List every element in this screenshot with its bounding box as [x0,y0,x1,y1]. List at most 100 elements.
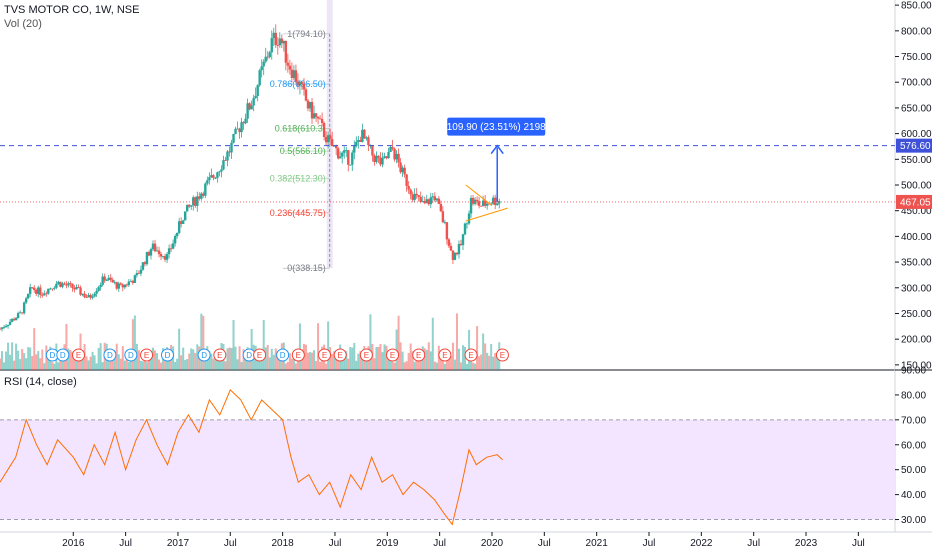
candle-body [188,204,191,207]
volume-bar [403,362,406,370]
candle-body [216,172,219,178]
volume-bar [415,353,418,370]
candle-body [33,287,36,290]
volume-bar [276,355,279,370]
candle-body [79,287,82,295]
candle-body [151,243,155,250]
price-tick-label: 250.00 [901,309,932,320]
event-marker[interactable]: E [438,348,452,362]
triangle-lower [465,207,508,222]
event-marker[interactable]: E [359,348,373,362]
event-marker[interactable]: D [124,348,138,362]
drawing-lines[interactable]: 109.90 (23.51%) 2198 [0,117,895,222]
candle-body [302,83,306,90]
candle-body [487,203,491,205]
candle-body [447,239,451,246]
volume-bar [355,360,358,370]
candle-body [12,318,16,321]
volume-bar [234,346,237,370]
volume-bar [349,347,352,370]
volume-bar [445,352,448,370]
event-marker[interactable]: D [160,348,174,362]
candle-body [77,286,80,288]
measure-label-box [447,117,546,136]
volume-bar [188,353,191,370]
candle-body [4,325,8,328]
event-marker[interactable]: E [213,348,227,362]
candle-body [220,169,223,172]
volume-bar [431,317,434,370]
event-marker[interactable]: E [495,348,509,362]
event-circle [333,348,347,362]
volume-bar [147,356,150,370]
event-marker[interactable]: D [103,348,117,362]
event-label: D [128,351,134,360]
candle-body [26,293,30,299]
volume-bar [137,350,140,370]
volume-bar [272,354,275,370]
volume-bar [311,352,314,370]
candle-body [399,162,402,173]
candle-body [375,155,378,163]
time-axis[interactable]: 2016 Jul 2017 Jul 2018 Jul 2019 Jul 2020 Jul 2021 J… [62,532,865,549]
candle-body [494,197,497,206]
volume-label[interactable]: Vol (20) [4,18,42,30]
candle-body [491,197,495,204]
event-marker[interactable]: E [72,348,86,362]
event-marker[interactable]: E [318,348,332,362]
candle-body [463,223,467,235]
candle-body [439,203,443,212]
price-axis[interactable]: 150.00 200.00 250.00 300.00 350.00 400.00 450.… [895,1,932,526]
event-marker[interactable]: D [197,348,211,362]
candle-body [411,194,414,200]
candle-body [469,197,473,214]
event-marker[interactable]: E [333,348,347,362]
candle-body [210,175,213,178]
volume-bar [407,353,410,370]
volume-bar [459,362,462,370]
volume-bar [35,354,38,370]
event-marker[interactable]: E [412,348,426,362]
candle-body [208,177,211,181]
candle-body [270,38,273,53]
rsi-label[interactable]: RSI (14, close) [4,376,77,388]
candle-body [334,145,338,149]
candle-body [276,44,280,46]
event-marker[interactable]: E [464,348,478,362]
candle-body [421,201,424,202]
fib-level-label: 1(794.10) [287,29,326,39]
volume-bar [405,361,408,370]
candle-body [125,284,129,286]
fib-level-label: 0.382(512.30) [270,174,326,184]
volume-bar [113,350,116,370]
event-circle [160,348,174,362]
candle-body [320,118,324,124]
candle-body [147,252,151,256]
candle-body [127,281,131,286]
candle-body [475,199,479,202]
candle-body [401,167,404,173]
event-marker[interactable]: E [140,348,154,362]
volume-bar [351,347,354,370]
event-marker[interactable]: E [386,348,400,362]
event-marker[interactable]: E [291,348,305,362]
symbol-title[interactable]: TVS MOTOR CO, 1W, NSE [4,4,140,16]
volume-bar [484,343,487,370]
event-marker[interactable]: D [276,348,290,362]
event-circle [253,348,267,362]
volume-bar [343,358,346,370]
volume-bar [433,361,436,370]
candle-body [240,122,243,133]
rsi-line [0,389,503,526]
candle-body [286,62,290,66]
volume-bar [313,350,316,370]
candle-body [455,252,459,255]
candle-body [236,128,239,130]
candle-body [222,160,225,170]
event-marker[interactable]: D [56,348,70,362]
volume-bar [141,361,144,370]
volume-bar [327,321,330,370]
event-marker[interactable]: E [253,348,267,362]
candle-body [377,155,380,158]
